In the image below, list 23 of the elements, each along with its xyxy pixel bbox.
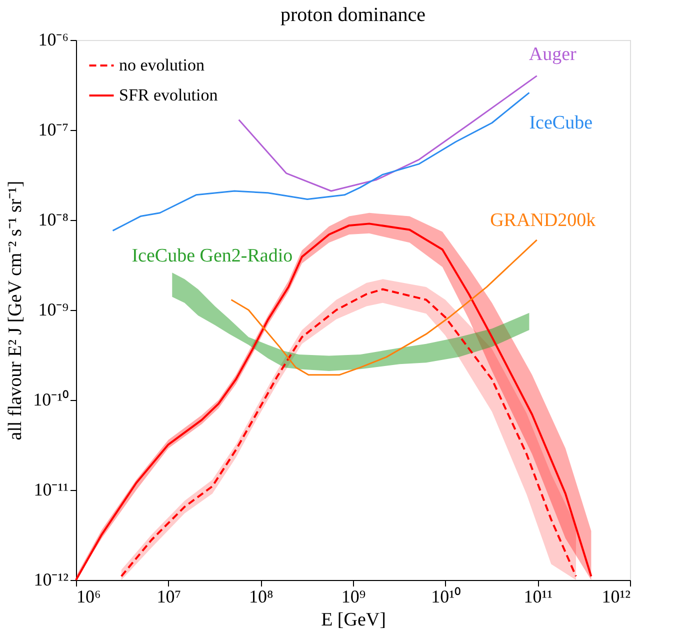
legend-label: IceCube Gen2-Radio xyxy=(132,246,293,267)
y-tick-label: 10⁻⁸ xyxy=(38,210,68,230)
x-tick-label: 10¹⁰ xyxy=(431,586,461,606)
y-tick-label: 10⁻¹² xyxy=(34,570,68,590)
legend-label: no evolution xyxy=(119,56,205,74)
y-tick-label: 10⁻⁹ xyxy=(38,300,68,320)
x-tick-label: 10¹¹ xyxy=(524,586,553,606)
y-tick-label: 10⁻¹⁰ xyxy=(33,390,68,410)
y-tick-label: 10⁻¹¹ xyxy=(34,480,68,500)
x-axis-title: E [GeV] xyxy=(321,610,386,630)
x-tick-label: 10⁹ xyxy=(341,586,366,606)
legend-label: SFR evolution xyxy=(119,86,218,104)
y-tick-label: 10⁻⁷ xyxy=(38,120,68,140)
chart-title: proton dominance xyxy=(280,4,426,26)
x-tick-label: 10¹² xyxy=(602,586,630,606)
x-tick-label: 10⁸ xyxy=(249,586,274,606)
series-label: GRAND200k xyxy=(490,210,596,231)
series-label: Auger xyxy=(528,44,578,65)
y-tick-label: 10⁻⁶ xyxy=(38,30,68,50)
x-tick-label: 10⁷ xyxy=(156,586,181,606)
x-tick-label: 10⁶ xyxy=(76,586,101,606)
series-label: IceCube xyxy=(529,112,593,134)
y-axis-title: all flavour E² J [GeV cm⁻² s⁻¹ sr⁻¹] xyxy=(5,180,26,440)
